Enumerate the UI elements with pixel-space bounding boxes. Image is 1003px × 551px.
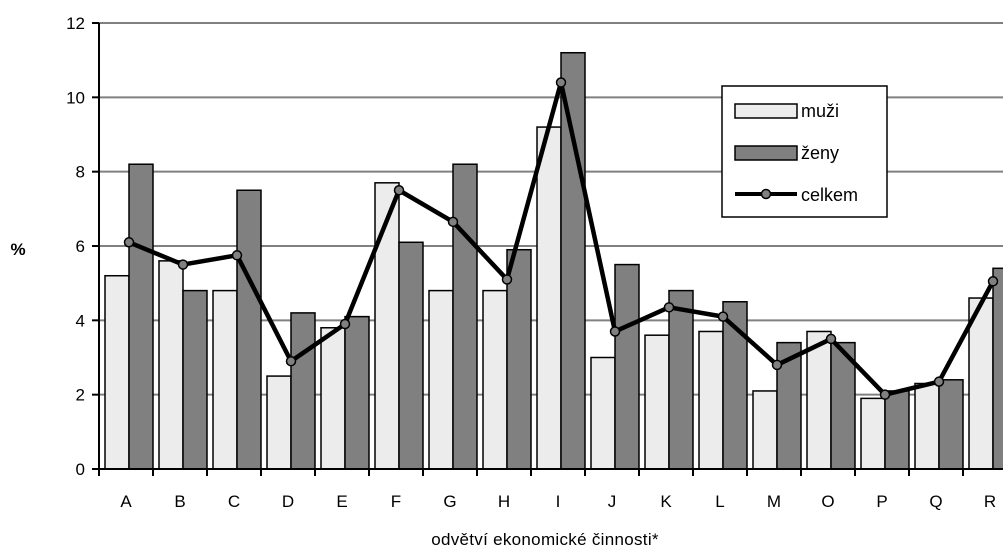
bar-zeny-H: [506, 248, 532, 470]
bar-zeny-Q: [938, 379, 964, 470]
legend-label-zeny: ženy: [801, 143, 839, 163]
y-tick-label: 2: [76, 386, 85, 405]
celkem-point-K: [663, 302, 675, 313]
y-tick-label: 8: [76, 163, 85, 182]
x-axis-title: odvětví ekonomické činnosti*: [431, 530, 659, 549]
bar-muzi-G: [428, 289, 454, 470]
x-tick-label: D: [282, 492, 294, 511]
y-tick-label: 6: [76, 237, 85, 256]
celkem-point-E: [339, 318, 351, 330]
legend-label-celkem: celkem: [801, 185, 858, 205]
bar-zeny-P: [884, 390, 910, 470]
bar-zeny-D: [290, 312, 316, 470]
x-tick-label: C: [228, 492, 240, 511]
bar-muzi-L: [698, 330, 724, 470]
celkem-point-J: [609, 326, 621, 337]
axes: [92, 22, 1003, 476]
x-tick-label: Q: [929, 492, 942, 511]
x-tick-label: L: [715, 492, 724, 511]
legend-swatch-zeny: [734, 145, 798, 161]
x-tick-label: R: [984, 492, 996, 511]
celkem-point-R: [987, 276, 999, 287]
celkem-point-G: [447, 216, 459, 228]
bar-zeny-K: [668, 289, 694, 470]
celkem-point-P: [879, 389, 891, 400]
x-tick-label: P: [876, 492, 887, 511]
bars: [104, 51, 1003, 470]
celkem-line: [123, 77, 999, 400]
x-tick-label: A: [120, 492, 132, 511]
bar-zeny-B: [182, 289, 208, 470]
bar-muzi-D: [266, 375, 292, 470]
bar-muzi-M: [752, 390, 778, 470]
legend-swatch-muzi: [734, 103, 798, 119]
celkem-point-I: [555, 77, 567, 88]
celkem-point-A: [123, 237, 135, 248]
x-tick-label: G: [443, 492, 456, 511]
bar-muzi-A: [104, 274, 130, 470]
bar-zeny-O: [830, 341, 856, 470]
bar-zeny-C: [236, 189, 262, 470]
bar-zeny-G: [452, 163, 478, 470]
bar-zeny-I: [560, 51, 586, 470]
bar-muzi-O: [806, 330, 832, 470]
bar-muzi-I: [536, 126, 562, 470]
y-axis-label: %: [10, 240, 25, 259]
legend-marker-celkem: [760, 188, 772, 200]
x-tick-label: I: [556, 492, 561, 511]
bar-muzi-Q: [914, 382, 940, 470]
celkem-point-F: [393, 185, 405, 196]
y-tick-label: 10: [66, 88, 85, 107]
bar-zeny-F: [398, 241, 424, 470]
celkem-point-C: [231, 250, 243, 261]
bar-muzi-P: [860, 397, 886, 470]
y-tick-label: 12: [66, 14, 85, 33]
legend: muži ženy celkem: [721, 85, 888, 218]
x-tick-label: B: [174, 492, 185, 511]
y-tick-label: 0: [76, 460, 85, 479]
x-tick-label: M: [767, 492, 781, 511]
bar-zeny-J: [614, 263, 640, 470]
legend-label-muzi: muži: [801, 101, 839, 121]
x-tick-label: K: [660, 492, 672, 511]
bar-zeny-E: [344, 315, 370, 470]
celkem-point-L: [717, 311, 729, 322]
bar-muzi-J: [590, 356, 616, 470]
celkem-point-M: [771, 359, 783, 371]
celkem-point-B: [177, 259, 189, 270]
bar-muzi-H: [482, 289, 508, 470]
bar-muzi-K: [644, 334, 670, 470]
bar-muzi-E: [320, 327, 346, 470]
x-tick-label: E: [336, 492, 347, 511]
x-tick-label: H: [498, 492, 510, 511]
celkem-point-O: [825, 333, 837, 345]
celkem-point-H: [501, 274, 513, 285]
y-tick-label: 4: [76, 311, 85, 330]
x-tick-label: F: [391, 492, 401, 511]
bar-muzi-R: [968, 297, 994, 470]
celkem-point-Q: [933, 376, 945, 387]
celkem-point-D: [285, 355, 297, 367]
y-tick-labels: 0 2 4 6 8 10 12: [66, 14, 85, 479]
bar-zeny-R: [992, 267, 1003, 470]
bar-muzi-C: [212, 289, 238, 470]
bar-muzi-B: [158, 260, 184, 470]
x-tick-label: O: [821, 492, 834, 511]
bar-zeny-A: [128, 163, 154, 470]
x-tick-label: J: [608, 492, 617, 511]
